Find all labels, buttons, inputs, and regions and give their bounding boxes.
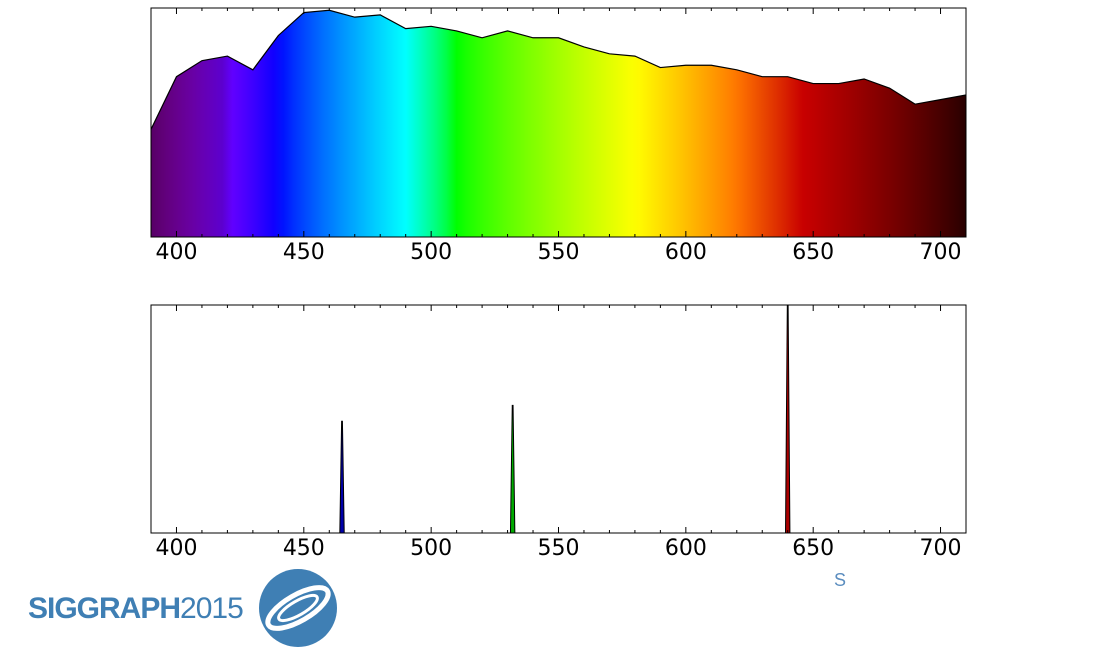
x-tick-label: 600 [665,536,707,561]
x-tick-label: 700 [920,240,962,265]
bottom-plot-frame [150,304,967,534]
continuous-spectrum-chart: 400 450 500 550 600 650 700 [150,7,967,265]
logo-wordmark: SIGGRAPH2015 [28,592,244,626]
x-tick-label: 550 [538,536,580,561]
globe-logo-icon [259,569,337,647]
x-tick-label: 700 [920,536,962,561]
logo-brand: SIGGRAPH [28,592,181,625]
x-tick-label: 400 [155,240,197,265]
spectrum-area [151,10,966,237]
bottom-data-layer [339,305,791,533]
spectrum-outline [151,9,966,130]
peak-3 [785,305,791,533]
x-tick-label: 450 [283,536,325,561]
top-data-layer [151,9,966,237]
x-tick-label: 500 [410,240,452,265]
x-tick-label: 500 [410,536,452,561]
x-tick-label: 650 [792,240,834,265]
x-tick-label: 450 [283,240,325,265]
x-tick-label: 550 [538,240,580,265]
peak-1 [339,420,345,533]
x-tick-label: 400 [155,536,197,561]
cropped-text-fragment: S [834,570,847,590]
peak-2 [509,404,516,533]
x-tick-label: 600 [665,240,707,265]
logo-year: 2015 [180,592,244,625]
siggraph-logo: SIGGRAPH2015 [28,566,348,650]
x-tick-label: 650 [792,536,834,561]
line-spectrum-chart: 400 450 500 550 600 650 700 [150,304,967,561]
